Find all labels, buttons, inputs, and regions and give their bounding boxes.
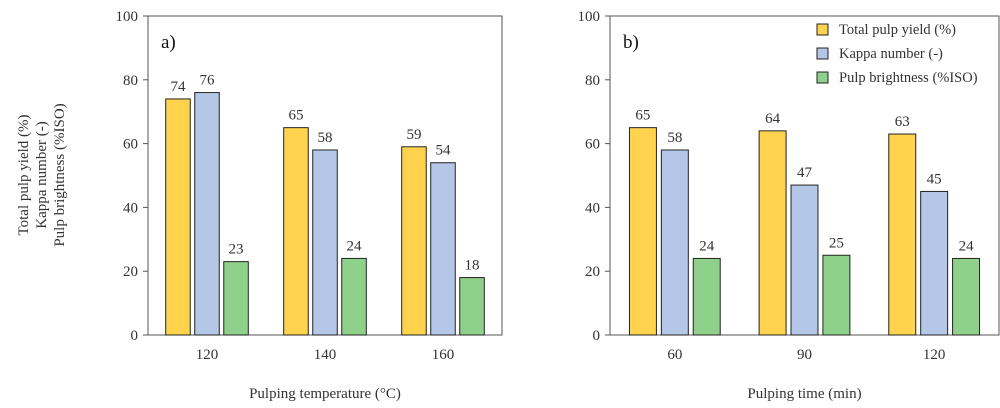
data-label: 58 bbox=[318, 130, 333, 146]
x-tick-label: 160 bbox=[432, 347, 455, 363]
data-label: 65 bbox=[635, 108, 650, 124]
data-label: 25 bbox=[829, 235, 844, 251]
data-label: 47 bbox=[797, 165, 813, 181]
bar-1-120 bbox=[888, 133, 917, 336]
x-tick-label: 90 bbox=[797, 347, 812, 363]
bar-3-160 bbox=[459, 277, 485, 336]
data-label: 59 bbox=[406, 127, 421, 143]
y-tick-label: 40 bbox=[585, 200, 600, 216]
shared-y-axis-title: Total pulp yield (%) Kappa number (-) Pulp… bbox=[16, 103, 68, 246]
y-tick-label: 20 bbox=[585, 264, 600, 280]
y-axis-title-line-1: Total pulp yield (%) bbox=[16, 114, 32, 235]
y-tick-label: 80 bbox=[585, 73, 600, 89]
bar-2-90 bbox=[790, 184, 819, 336]
bar-2-60 bbox=[660, 149, 689, 336]
bar-1-90 bbox=[758, 130, 787, 336]
x-tick-label: 140 bbox=[314, 347, 337, 363]
x-axis-title: Pulping temperature (°C) bbox=[249, 386, 401, 402]
y-tick-label: 100 bbox=[116, 9, 139, 25]
bar-3-140 bbox=[341, 257, 367, 336]
data-label: 76 bbox=[200, 73, 216, 89]
data-label: 24 bbox=[959, 238, 975, 254]
data-label: 18 bbox=[465, 258, 480, 274]
bar-3-60 bbox=[692, 257, 721, 336]
y-axis-title-line-3: Pulp brightness (%ISO) bbox=[52, 103, 68, 246]
x-tick-label: 120 bbox=[196, 347, 219, 363]
data-label: 64 bbox=[765, 111, 781, 127]
panel-label: a) bbox=[161, 32, 176, 53]
data-label: 65 bbox=[288, 108, 303, 124]
bar-2-140 bbox=[312, 149, 338, 336]
bar-2-120 bbox=[920, 190, 949, 336]
x-axis-title: Pulping time (min) bbox=[747, 386, 861, 402]
y-tick-label: 100 bbox=[578, 9, 601, 25]
panel-label: b) bbox=[623, 32, 639, 53]
bar-1-140 bbox=[283, 127, 309, 336]
data-label: 23 bbox=[229, 242, 244, 258]
bar-1-160 bbox=[401, 146, 427, 336]
legend-swatch-3 bbox=[816, 71, 829, 84]
x-tick-label: 60 bbox=[667, 347, 682, 363]
y-tick-label: 40 bbox=[123, 200, 138, 216]
panel-a: 0 20 40 60 80 100 74 76 23 120 65 58 24 140 59 54 18 160 a… bbox=[116, 9, 503, 402]
bar-2-160 bbox=[430, 162, 456, 336]
data-label: 54 bbox=[436, 143, 452, 159]
y-tick-label: 0 bbox=[131, 328, 139, 344]
y-tick-label: 60 bbox=[585, 137, 600, 153]
data-label: 58 bbox=[667, 130, 682, 146]
panel-b: 0 20 40 60 80 100 65 58 24 60 64 47 25 90 63 45 24 120 b) P… bbox=[578, 9, 1000, 402]
data-label: 74 bbox=[170, 79, 186, 95]
bar-3-120 bbox=[952, 257, 981, 336]
legend-swatch-2 bbox=[816, 47, 829, 60]
data-label: 24 bbox=[699, 238, 715, 254]
y-tick-label: 80 bbox=[123, 73, 138, 89]
data-label: 24 bbox=[347, 238, 363, 254]
bar-3-120 bbox=[223, 261, 249, 336]
y-tick-label: 20 bbox=[123, 264, 138, 280]
bar-1-60 bbox=[628, 127, 657, 336]
y-tick-label: 60 bbox=[123, 137, 138, 153]
data-label: 45 bbox=[927, 171, 942, 187]
bar-2-120 bbox=[194, 92, 220, 336]
x-tick-label: 120 bbox=[923, 347, 946, 363]
legend-swatch-1 bbox=[816, 23, 829, 36]
y-tick-label: 0 bbox=[593, 328, 601, 344]
bar-3-90 bbox=[822, 254, 851, 336]
y-axis-title-line-2: Kappa number (-) bbox=[34, 121, 50, 228]
legend: Total pulp yield (%) Kappa number (-) Pulp… bbox=[816, 22, 978, 86]
legend-label-3: Pulp brightness (%ISO) bbox=[839, 70, 978, 86]
legend-label-1: Total pulp yield (%) bbox=[839, 22, 956, 38]
data-label: 63 bbox=[895, 114, 910, 130]
legend-label-2: Kappa number (-) bbox=[839, 46, 943, 62]
bar-1-120 bbox=[165, 98, 191, 336]
